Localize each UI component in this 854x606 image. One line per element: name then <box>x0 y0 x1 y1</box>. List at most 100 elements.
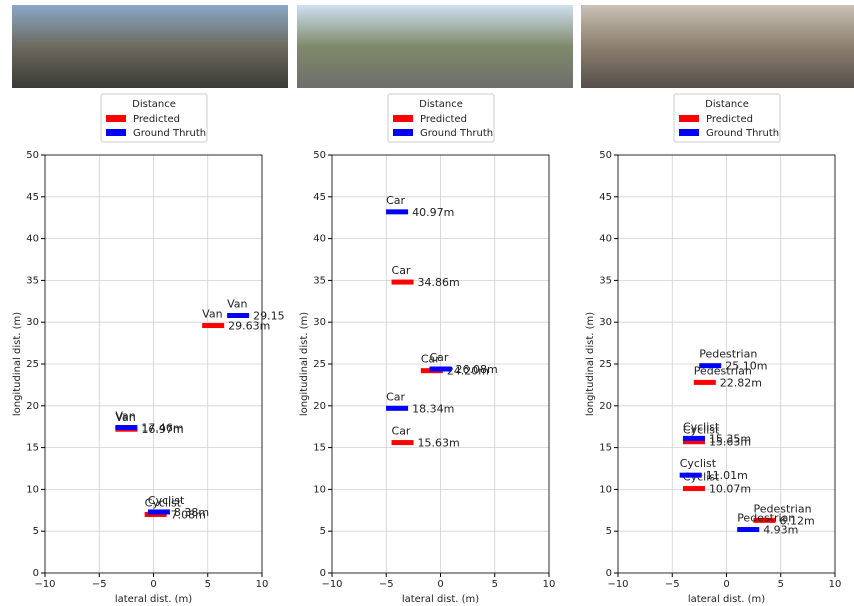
object-marker <box>115 425 137 430</box>
y-tick-label: 40 <box>599 234 612 245</box>
x-tick-label: −10 <box>321 579 342 590</box>
y-tick-label: 25 <box>313 359 326 370</box>
figure: Distance Predicted Ground Thruth −10 −5 0 5 10 0… <box>0 0 854 606</box>
distance-label: 26.08m <box>456 363 498 376</box>
y-tick-label: 15 <box>313 443 326 454</box>
x-tick-label: 0 <box>437 579 443 590</box>
object-marker <box>392 280 414 285</box>
camera-image <box>297 5 573 88</box>
y-tick-label: 40 <box>313 234 326 245</box>
class-label: Van <box>115 410 135 423</box>
class-label: Car <box>386 390 405 403</box>
y-tick-label: 0 <box>320 568 326 579</box>
x-tick-label: 5 <box>492 579 498 590</box>
class-label: Car <box>430 351 449 364</box>
y-tick-label: 5 <box>320 526 326 537</box>
class-label: Car <box>392 425 411 438</box>
class-label: Car <box>392 264 411 277</box>
legend-swatch <box>106 115 126 122</box>
distance-label: 15.35m <box>709 432 751 445</box>
x-tick-label: −5 <box>665 579 680 590</box>
object-marker <box>683 486 705 491</box>
x-tick-label: −10 <box>607 579 628 590</box>
y-tick-label: 20 <box>313 401 326 412</box>
object-marker <box>680 473 702 478</box>
object-marker <box>737 527 759 532</box>
x-axis-label: lateral dist. (m) <box>688 594 765 605</box>
legend-label: Predicted <box>420 114 467 125</box>
x-tick-label: 5 <box>205 579 211 590</box>
x-tick-label: 0 <box>723 579 729 590</box>
object-marker <box>227 313 249 318</box>
class-label: Van <box>227 298 247 311</box>
legend-label: Ground Thruth <box>133 128 206 139</box>
object-marker <box>699 363 721 368</box>
distance-label: 18.34m <box>412 402 454 415</box>
x-tick-label: 10 <box>829 579 842 590</box>
y-tick-label: 20 <box>26 401 39 412</box>
y-tick-label: 45 <box>26 192 39 203</box>
legend-swatch <box>106 129 126 136</box>
legend-swatch <box>393 115 413 122</box>
distance-label: 4.93m <box>763 524 798 537</box>
distance-label: 8.38m <box>174 506 209 519</box>
y-tick-label: 10 <box>26 484 39 495</box>
legend-label: Ground Thruth <box>706 128 779 139</box>
x-tick-label: 10 <box>543 579 556 590</box>
y-tick-label: 35 <box>599 275 612 286</box>
object-marker <box>386 406 408 411</box>
distance-label: 25.10m <box>725 360 767 373</box>
legend-title: Distance <box>705 99 749 110</box>
object-marker <box>694 380 716 385</box>
legend-title: Distance <box>132 99 176 110</box>
object-marker <box>148 509 170 514</box>
y-tick-label: 20 <box>599 401 612 412</box>
legend-label: Ground Thruth <box>420 128 493 139</box>
camera-image <box>581 5 854 88</box>
y-tick-label: 25 <box>599 359 612 370</box>
object-marker <box>683 436 705 441</box>
distance-label: 34.86m <box>418 276 460 289</box>
distance-label: 11.01m <box>706 469 748 482</box>
legend-title: Distance <box>419 99 463 110</box>
y-tick-label: 50 <box>26 150 39 161</box>
y-tick-label: 0 <box>606 568 612 579</box>
y-tick-label: 50 <box>313 150 326 161</box>
camera-image <box>12 5 288 88</box>
y-tick-label: 30 <box>313 317 326 328</box>
y-tick-label: 10 <box>313 484 326 495</box>
legend-label: Predicted <box>706 114 753 125</box>
legend-swatch <box>679 129 699 136</box>
object-marker <box>202 323 224 328</box>
y-axis-label: longitudinal dist. (m) <box>299 312 310 416</box>
x-tick-label: 10 <box>256 579 269 590</box>
y-tick-label: 30 <box>599 317 612 328</box>
distance-label: 40.97m <box>412 206 454 219</box>
legend-label: Predicted <box>133 114 180 125</box>
class-label: Car <box>386 194 405 207</box>
y-tick-label: 45 <box>599 192 612 203</box>
x-tick-label: −5 <box>92 579 107 590</box>
y-tick-label: 5 <box>33 526 39 537</box>
y-tick-label: 5 <box>606 526 612 537</box>
distance-label: 22.82m <box>720 376 762 389</box>
distance-label: 29.15 <box>253 310 285 323</box>
y-tick-label: 25 <box>26 359 39 370</box>
x-tick-label: −10 <box>34 579 55 590</box>
y-tick-label: 30 <box>26 317 39 328</box>
y-tick-label: 35 <box>313 275 326 286</box>
legend-swatch <box>393 129 413 136</box>
distance-label: 10.07m <box>709 483 751 496</box>
object-marker <box>392 440 414 445</box>
y-axis-label: longitudinal dist. (m) <box>585 312 596 416</box>
x-tick-label: −5 <box>379 579 394 590</box>
x-axis-label: lateral dist. (m) <box>402 594 479 605</box>
y-tick-label: 15 <box>599 443 612 454</box>
distance-label: 15.63m <box>418 437 460 450</box>
legend-swatch <box>679 115 699 122</box>
class-label: Van <box>202 308 222 321</box>
object-marker <box>386 209 408 214</box>
y-tick-label: 35 <box>26 275 39 286</box>
x-tick-label: 0 <box>150 579 156 590</box>
distance-label: 17.46m <box>141 422 183 435</box>
